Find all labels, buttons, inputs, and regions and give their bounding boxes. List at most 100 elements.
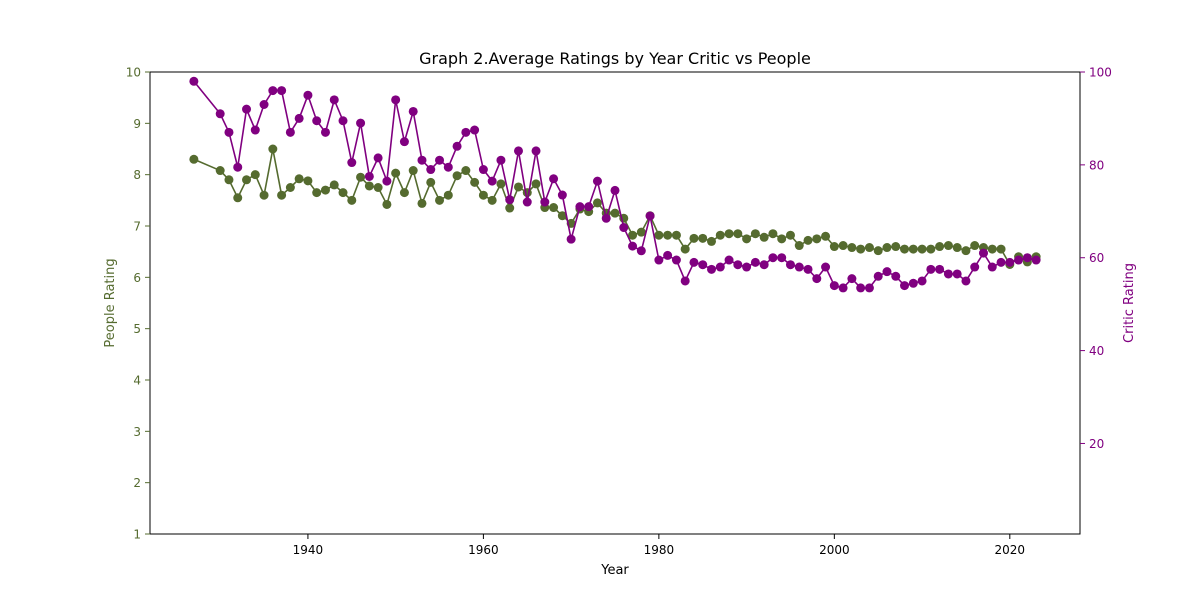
- critic-rating-point: [908, 278, 918, 288]
- people-rating-point: [478, 190, 488, 200]
- critic-rating-point: [856, 283, 866, 293]
- x-tick-label: 2000: [819, 543, 850, 557]
- people-rating-point: [610, 208, 620, 218]
- critic-rating-point: [900, 281, 910, 291]
- critic-rating-point: [242, 104, 252, 114]
- critic-rating-point: [566, 234, 576, 244]
- people-rating-point: [426, 177, 436, 187]
- critic-rating-line: [193, 80, 1037, 289]
- people-rating-point: [435, 195, 445, 205]
- people-rating-point: [628, 230, 638, 240]
- critic-rating-point: [312, 116, 322, 126]
- people-rating-point: [856, 244, 866, 254]
- people-rating-point: [487, 195, 497, 205]
- critic-rating-point: [408, 106, 418, 116]
- people-y-tick-label: 10: [126, 66, 141, 80]
- critic-rating-point: [487, 176, 497, 186]
- critic-rating-point: [742, 262, 752, 272]
- critic-y-tick-label: 100: [1089, 66, 1112, 80]
- people-rating-point: [935, 242, 945, 252]
- people-rating-point: [294, 174, 304, 184]
- people-rating-point: [943, 241, 953, 251]
- critic-rating-point: [777, 253, 787, 263]
- people-rating-point: [391, 168, 401, 178]
- critic-rating-point: [628, 241, 638, 251]
- people-rating-point: [970, 241, 980, 251]
- critic-rating-point: [592, 176, 602, 186]
- chart-title: Graph 2.Average Ratings by Year Critic v…: [419, 49, 811, 68]
- critic-rating-point: [575, 202, 585, 212]
- people-rating-point: [689, 233, 699, 243]
- people-rating-point: [636, 227, 646, 237]
- people-rating-point: [347, 195, 357, 205]
- people-rating-point: [382, 199, 392, 209]
- people-rating-point: [821, 231, 831, 241]
- people-rating-point: [733, 229, 743, 239]
- critic-rating-point: [698, 260, 708, 270]
- people-rating-point: [882, 243, 892, 253]
- people-rating-point: [812, 234, 822, 244]
- people-rating-point: [285, 183, 295, 192]
- critic-rating-point: [636, 246, 646, 256]
- people-rating-point: [908, 244, 918, 254]
- people-rating-point: [259, 190, 269, 200]
- people-rating-point: [303, 176, 313, 186]
- critic-y-tick-label: 80: [1089, 158, 1104, 172]
- critic-rating-point: [917, 276, 927, 286]
- people-rating-point: [189, 154, 199, 164]
- people-rating-point: [557, 211, 567, 221]
- x-axis-label: Year: [600, 563, 629, 578]
- people-rating-point: [312, 188, 322, 198]
- critic-rating-point: [1031, 255, 1041, 265]
- people-rating-point: [224, 175, 234, 185]
- people-rating-point: [356, 172, 366, 182]
- critic-rating-point: [531, 146, 541, 156]
- critic-rating-point: [224, 127, 234, 137]
- people-rating-point: [470, 177, 480, 187]
- critic-rating-point: [654, 255, 664, 265]
- people-rating-point: [452, 171, 462, 181]
- critic-rating-point: [233, 162, 243, 172]
- people-y-tick-label: 2: [133, 476, 141, 490]
- critic-rating-point: [347, 158, 357, 168]
- people-rating-point: [364, 181, 374, 191]
- x-tick-label: 2020: [995, 543, 1026, 557]
- critic-rating-point: [373, 153, 383, 163]
- critic-rating-point: [277, 86, 287, 96]
- critic-rating-point: [382, 176, 392, 186]
- people-rating-point: [961, 246, 971, 256]
- x-tick-label: 1940: [293, 543, 324, 557]
- critic-rating-point: [250, 125, 260, 135]
- people-y-tick-label: 6: [133, 271, 141, 285]
- people-rating-point: [900, 244, 910, 254]
- people-rating-axis-label: People Rating: [103, 258, 118, 347]
- people-y-tick-label: 5: [133, 322, 141, 336]
- critic-rating-point: [435, 155, 445, 165]
- critic-rating-point: [671, 255, 681, 265]
- critic-rating-point: [873, 271, 883, 281]
- people-rating-point: [671, 230, 681, 240]
- critic-rating-point: [557, 190, 567, 200]
- people-rating-point: [233, 193, 243, 203]
- people-y-tick-label: 1: [133, 528, 141, 542]
- people-rating-point: [707, 236, 717, 246]
- people-rating-point: [663, 230, 673, 240]
- critic-rating-point: [338, 116, 348, 126]
- people-y-tick-label: 4: [133, 374, 141, 388]
- critic-rating-point: [663, 250, 673, 260]
- critic-rating-point: [750, 257, 760, 267]
- critic-rating-point: [978, 248, 988, 258]
- critic-rating-point: [838, 283, 848, 293]
- critic-rating-point: [285, 127, 295, 137]
- critic-rating-point: [768, 253, 778, 263]
- critic-rating-point: [803, 264, 813, 274]
- people-rating-point: [838, 241, 848, 251]
- critic-rating-point: [733, 260, 743, 270]
- critic-y-tick-label: 40: [1089, 344, 1104, 358]
- people-rating-point: [496, 179, 506, 189]
- critic-rating-point: [496, 155, 506, 165]
- critic-y-tick-label: 60: [1089, 251, 1104, 265]
- people-rating-point: [715, 230, 725, 240]
- people-rating-point: [785, 230, 795, 240]
